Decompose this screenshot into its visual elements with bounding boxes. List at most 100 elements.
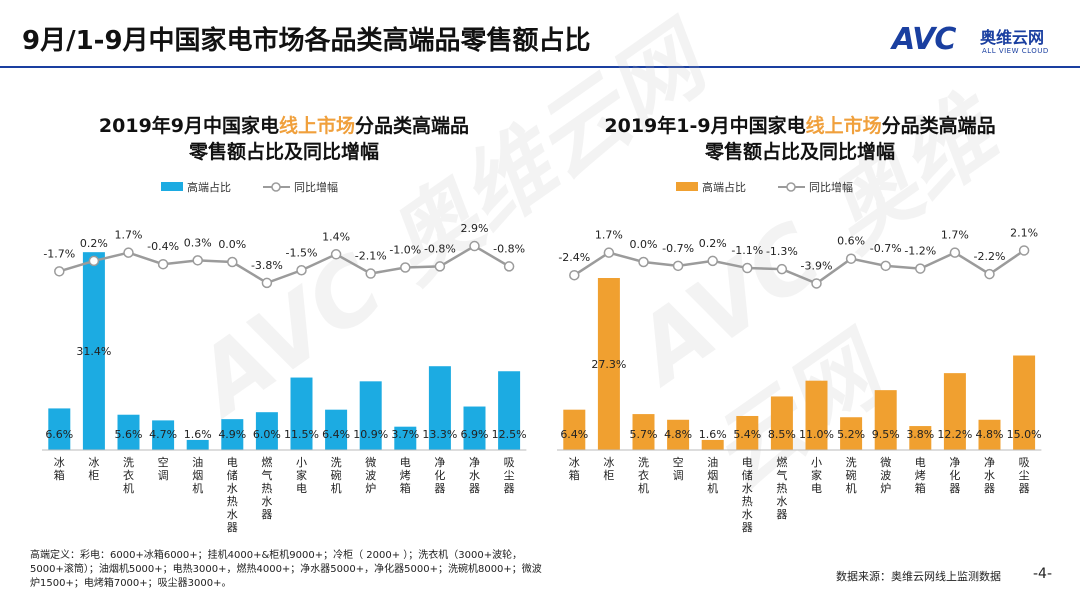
bar-label-left-4: 1.6% — [184, 428, 212, 441]
bar-left-2 — [117, 414, 140, 450]
category-label-right-3: 空调 — [673, 455, 684, 482]
yoy-point-left-5 — [227, 256, 238, 268]
category-label-left-13: 吸尘器 — [504, 456, 515, 495]
category-label-left-10: 电烤箱 — [400, 456, 411, 495]
bar-right-5 — [736, 415, 759, 450]
category-label-left-8: 洗碗机 — [331, 456, 342, 495]
yoy-label-right-4: 0.2% — [699, 237, 727, 250]
bar-label-left-9: 10.9% — [353, 428, 388, 441]
chart-title-left-line2: 零售额占比及同比增幅 — [188, 141, 379, 163]
yoy-label-left-12: 2.9% — [461, 222, 489, 235]
chart-left: 高端占比 同比增幅 6.6% 冰箱 31.4% 冰柜 5.6% 洗衣机 4.7% 空调 1.6% 油烟… — [42, 180, 527, 534]
bar-label-right-13: 15.0% — [1007, 428, 1042, 441]
bar-label-left-3: 4.7% — [149, 428, 177, 441]
yoy-point-right-6 — [776, 263, 788, 275]
category-label-left-7: 小家电 — [296, 456, 307, 495]
bar-left-10 — [394, 426, 417, 450]
bar-right-6 — [770, 396, 793, 450]
chart-title-right-line2: 零售额占比及同比增幅 — [704, 141, 895, 163]
category-label-left-0: 冰箱 — [54, 456, 65, 482]
yoy-label-left-0: -1.7% — [43, 247, 75, 260]
yoy-point-left-8 — [330, 249, 342, 260]
bar-label-right-2: 5.7% — [630, 428, 658, 441]
legend-bar-swatch — [676, 182, 698, 191]
bar-label-right-11: 12.2% — [937, 428, 972, 441]
bar-label-right-7: 11.0% — [799, 428, 834, 441]
yoy-point-right-13 — [1018, 245, 1030, 256]
legend-bar-swatch — [161, 182, 183, 191]
category-label-left-4: 油烟机 — [192, 455, 203, 495]
yoy-point-right-5 — [742, 262, 753, 274]
bar-label-right-1: 27.3% — [591, 358, 626, 371]
category-label-left-12: 净水器 — [469, 455, 480, 495]
bar-left-9 — [359, 381, 382, 450]
yoy-point-left-3 — [157, 258, 169, 270]
yoy-label-right-6: -1.3% — [766, 245, 798, 258]
chart-legend-left: 高端占比 同比增幅 — [161, 180, 338, 194]
yoy-point-left-1 — [88, 255, 100, 267]
bar-right-12 — [978, 419, 1001, 450]
yoy-label-left-4: 0.3% — [184, 236, 212, 249]
page-number: -4- — [1033, 566, 1053, 582]
bar-label-left-10: 3.7% — [391, 428, 419, 441]
category-label-left-6: 燃气热水器 — [261, 455, 272, 521]
yoy-label-right-2: 0.0% — [630, 238, 658, 251]
yoy-label-left-9: -2.1% — [355, 250, 387, 263]
bar-left-11 — [428, 366, 451, 450]
bar-left-12 — [463, 406, 486, 450]
bar-right-4 — [701, 439, 724, 450]
yoy-line-left — [58, 244, 510, 285]
yoy-point-left-10 — [400, 262, 411, 273]
category-label-right-8: 洗碗机 — [846, 456, 857, 495]
bar-label-right-8: 5.2% — [837, 428, 865, 441]
legend-line-marker — [786, 182, 796, 192]
yoy-label-left-3: -0.4% — [147, 240, 179, 253]
bar-left-1 — [82, 252, 105, 450]
yoy-point-right-12 — [984, 268, 995, 280]
bar-left-8 — [325, 409, 348, 450]
bar-right-1 — [597, 278, 620, 450]
category-label-right-5: 电储水热水器 — [742, 456, 753, 534]
yoy-label-right-13: 2.1% — [1010, 226, 1038, 239]
category-label-right-9: 微波炉 — [880, 455, 891, 495]
yoy-point-right-7 — [811, 278, 822, 289]
category-label-right-2: 洗衣机 — [638, 456, 649, 495]
yoy-label-right-11: 1.7% — [941, 229, 969, 242]
category-label-right-11: 净化器 — [949, 455, 960, 495]
yoy-point-right-1 — [603, 247, 615, 258]
chart-title-left-pre: 2019年9月中国家电 — [98, 115, 280, 137]
bar-left-4 — [186, 439, 209, 450]
yoy-label-right-5: -1.1% — [731, 244, 763, 257]
yoy-point-right-2 — [638, 256, 649, 268]
bar-right-2 — [632, 414, 655, 450]
legend-line-label: 同比增幅 — [809, 180, 853, 194]
yoy-point-right-9 — [880, 260, 891, 272]
category-label-right-0: 冰箱 — [569, 456, 580, 482]
chart-title-left: 2019年9月中国家电线上市场分品类高端品 零售额占比及同比增幅 — [49, 113, 519, 165]
logo-cn-text: 奥维云网 — [980, 28, 1045, 47]
bar-right-9 — [874, 390, 897, 450]
yoy-label-right-7: -3.9% — [801, 259, 833, 272]
yoy-label-right-3: -0.7% — [662, 242, 694, 255]
bar-right-3 — [667, 419, 690, 450]
bar-label-right-4: 1.6% — [699, 428, 727, 441]
chart-right: 高端占比 同比增幅 6.4% 冰箱 27.3% 冰柜 5.7% 洗衣机 4.8% 空调 1.6% 油烟… — [557, 180, 1042, 534]
legend-line-label: 同比增幅 — [294, 180, 338, 194]
yoy-point-left-4 — [192, 255, 203, 266]
legend-bar-label: 高端占比 — [702, 180, 746, 194]
chart-title-right-line1: 2019年1-9月中国家电线上市场分品类高端品 — [565, 113, 1035, 139]
bar-right-10 — [909, 426, 932, 450]
footnote: 高端定义：彩电：6000+冰箱6000+；挂机4000+&柜机9000+；冷柜（… — [30, 550, 542, 589]
bar-label-right-12: 4.8% — [976, 428, 1004, 441]
bar-label-left-0: 6.6% — [45, 428, 73, 441]
yoy-point-right-4 — [707, 255, 718, 267]
bar-label-right-9: 9.5% — [872, 428, 900, 441]
chart-title-left-post: 分品类高端品 — [355, 115, 470, 137]
category-label-right-6: 燃气热水器 — [776, 455, 787, 521]
category-label-right-12: 净水器 — [984, 455, 995, 495]
bar-right-13 — [1013, 355, 1036, 450]
yoy-label-left-2: 1.7% — [115, 229, 143, 242]
yoy-label-right-9: -0.7% — [870, 242, 902, 255]
page-title: 9月/1-9月中国家电市场各品类高端品零售额占比 — [22, 26, 591, 56]
yoy-point-left-12 — [469, 240, 480, 252]
